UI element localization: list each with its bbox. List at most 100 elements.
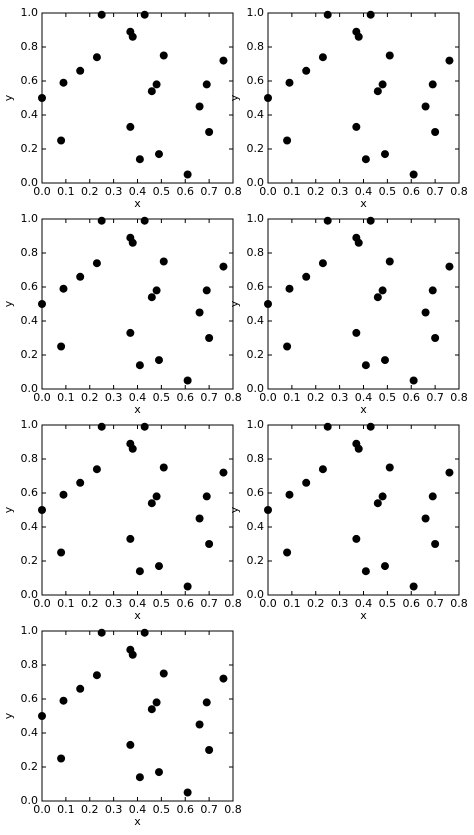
x-tick-label: 0.3 [105,185,123,198]
scatter-point [409,170,418,179]
scatter-point [92,53,101,62]
scatter-point [183,376,192,385]
x-tick-label: 0.2 [81,803,99,816]
scatter-point [219,674,228,683]
scatter-point [219,262,228,271]
scatter-point [97,10,106,19]
y-tick-label: 0.2 [247,554,265,567]
scatter-point [285,78,294,87]
scatter-point [380,356,389,365]
scatter-point [380,562,389,571]
y-tick-label: 0.2 [21,760,39,773]
y-axis-label: y [228,94,241,101]
scatter-point [283,136,292,145]
y-tick-label: 0.0 [247,382,265,395]
scatter-point [285,284,294,293]
x-axis-label: x [360,197,367,210]
y-tick-label: 0.0 [21,176,39,189]
scatter-point [92,465,101,474]
scatter-point [57,548,66,557]
scatter-point [302,272,311,281]
scatter-point [428,286,437,295]
scatter-point [428,80,437,89]
y-tick-label: 1.0 [21,212,39,225]
scatter-point [97,422,106,431]
scatter-point [264,94,272,102]
scatter-point [97,216,106,225]
x-tick-label: 0.3 [331,597,349,610]
y-tick-label: 1.0 [21,6,39,19]
y-tick-label: 0.6 [21,486,39,499]
x-tick-label: 0.8 [224,803,242,816]
y-tick-label: 0.6 [21,74,39,87]
x-tick-label: 0.1 [283,597,301,610]
scatter-point [128,32,137,41]
y-tick-label: 0.8 [21,452,39,465]
x-tick-label: 0.7 [200,597,218,610]
scatter-point [92,259,101,268]
scatter-point [135,155,144,164]
x-tick-label: 0.4 [129,391,147,404]
scatter-point [431,334,440,342]
x-tick-label: 0.8 [450,391,468,404]
y-tick-label: 0.8 [247,452,265,465]
y-tick-label: 0.2 [21,348,39,361]
scatter-point [59,696,68,705]
scatter-point [152,492,161,501]
scatter-point [135,361,144,370]
scatter-point [202,286,211,295]
x-tick-label: 0.4 [129,185,147,198]
scatter-point [97,628,106,637]
x-tick-label: 0.7 [426,597,444,610]
scatter-point [59,78,68,87]
x-tick-label: 0.2 [81,185,99,198]
x-tick-label: 0.5 [379,391,397,404]
scatter-point [431,128,440,136]
scatter-point [159,669,168,678]
scatter-point [195,720,204,729]
scatter-point [428,492,437,501]
scatter-point [445,262,454,271]
x-tick-label: 0.4 [129,597,147,610]
scatter-point [159,51,168,60]
x-tick-label: 0.6 [177,391,195,404]
scatter-point [323,422,332,431]
scatter-point [128,238,137,247]
scatter-point [354,32,363,41]
x-tick-label: 0.2 [81,597,99,610]
y-tick-label: 0.2 [247,142,265,155]
scatter-point [195,308,204,317]
scatter-point [38,300,46,308]
scatter-point [431,540,440,548]
scatter-point [366,10,375,19]
x-tick-label: 0.1 [283,391,301,404]
x-tick-label: 0.1 [283,185,301,198]
scatter-point [373,87,382,96]
y-tick-label: 0.2 [21,142,39,155]
scatter-point [59,284,68,293]
scatter-point [378,286,387,295]
subplot: 0.0 0.1 0.2 0.3 0.4 0.5 0.6 0.7 0.8 0.0 0.2 0.4 0.6 0… [228,418,468,622]
x-tick-label: 0.5 [153,391,171,404]
x-tick-label: 0.8 [224,185,242,198]
x-tick-label: 0.0 [259,597,277,610]
y-tick-label: 0.4 [247,520,265,533]
scatter-point [147,705,156,714]
scatter-point [195,514,204,523]
scatter-point [126,328,135,337]
x-tick-label: 0.4 [355,185,373,198]
y-axis-label: y [228,506,241,513]
y-tick-label: 0.4 [21,520,39,533]
y-axis-label: y [2,94,15,101]
y-tick-label: 0.0 [247,588,265,601]
scatter-point [205,746,214,754]
scatter-point [378,80,387,89]
y-tick-label: 0.4 [247,314,265,327]
y-tick-label: 0.8 [21,40,39,53]
x-tick-label: 0.5 [153,803,171,816]
scatter-point [135,567,144,576]
scatter-point [283,342,292,351]
y-tick-label: 0.8 [247,246,265,259]
scatter-point [76,684,85,693]
x-tick-label: 0.6 [177,803,195,816]
